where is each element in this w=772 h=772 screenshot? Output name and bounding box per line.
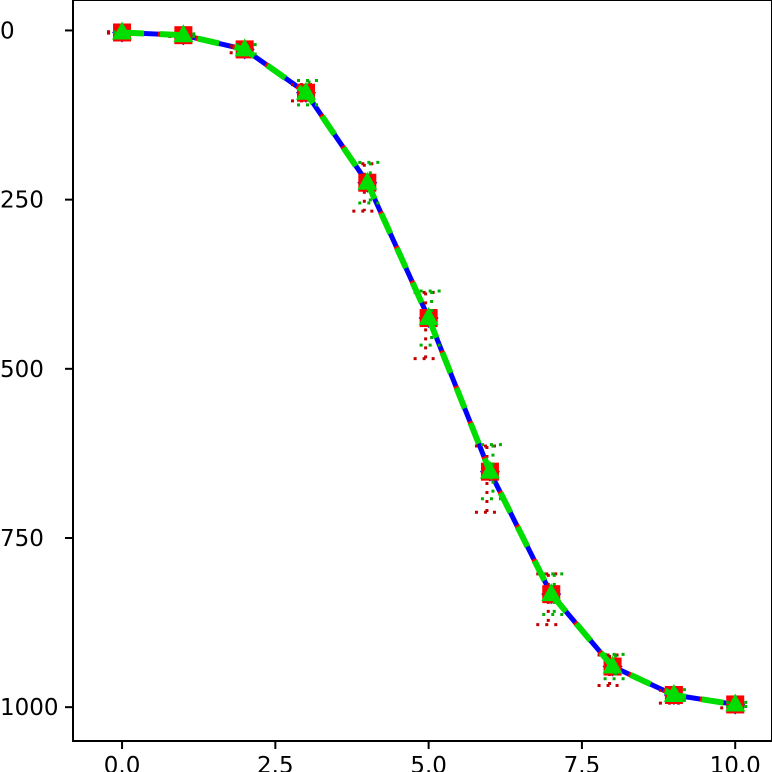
data-point bbox=[418, 307, 439, 326]
series-square-group bbox=[107, 23, 745, 714]
data-point bbox=[479, 460, 500, 479]
data-point bbox=[112, 21, 133, 40]
data-point bbox=[173, 24, 194, 43]
series-line bbox=[121, 29, 736, 707]
series-line bbox=[121, 29, 736, 707]
x-tick-label: 10.0 bbox=[710, 753, 761, 772]
data-point bbox=[357, 171, 378, 190]
x-tick-label: 2.5 bbox=[257, 753, 294, 772]
plot-area bbox=[107, 21, 751, 715]
series-line bbox=[121, 29, 736, 708]
x-tick-label: 5.0 bbox=[410, 753, 447, 772]
series-triangle-group bbox=[112, 21, 751, 712]
data-point bbox=[663, 683, 684, 702]
plot-frame bbox=[72, 0, 772, 742]
data-point bbox=[602, 655, 623, 674]
series-diamond-group bbox=[112, 22, 746, 715]
y-tick-label: 500 bbox=[0, 357, 44, 383]
x-tick-label: 0.0 bbox=[104, 753, 141, 772]
y-tick-label: 750 bbox=[0, 526, 44, 552]
x-axis: 0.0 2.5 5.0 7.5 10.0 bbox=[104, 741, 761, 772]
data-point bbox=[541, 583, 562, 602]
x-tick-label: 7.5 bbox=[564, 753, 601, 772]
data-point bbox=[725, 693, 746, 712]
y-tick-label: 1000 bbox=[0, 695, 59, 721]
data-point bbox=[234, 38, 255, 57]
y-tick-label: 0 bbox=[0, 18, 15, 44]
y-tick-label: 250 bbox=[0, 188, 44, 214]
data-point bbox=[296, 81, 316, 100]
y-axis: 0 250 500 750 1000 bbox=[0, 18, 73, 721]
